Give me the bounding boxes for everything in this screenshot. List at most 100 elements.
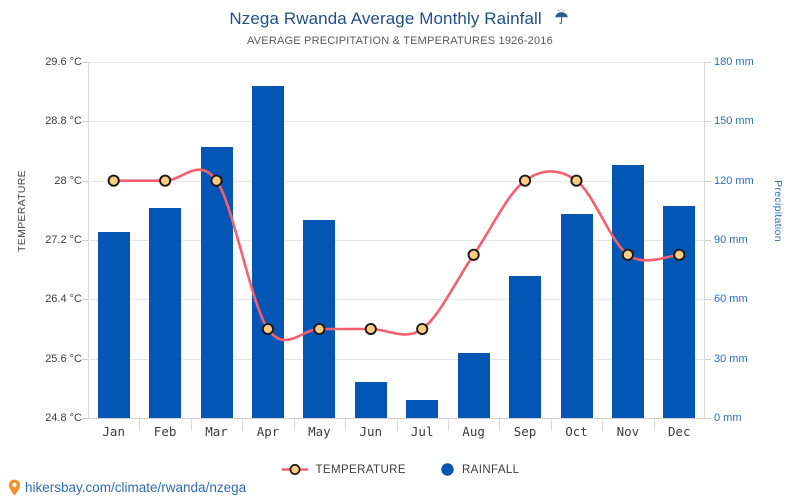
temperature-marker[interactable] [313, 322, 326, 336]
footer-url: hikersbay.com/climate/rwanda/nzega [25, 480, 247, 495]
footer-link[interactable]: hikersbay.com/climate/rwanda/nzega [8, 479, 246, 496]
right-axis-tick-mark [705, 62, 711, 63]
right-axis-tick-mark [705, 358, 711, 360]
rainfall-bar[interactable] [97, 232, 130, 418]
x-axis-separator [447, 418, 449, 430]
rainfall-bar[interactable] [611, 164, 644, 418]
gridline [88, 121, 705, 123]
left-axis-title: TEMPERATURE [16, 170, 28, 252]
legend-temperature-icon [281, 464, 308, 475]
right-axis-title: Precipitation [772, 180, 784, 242]
legend-rainfall-icon [441, 463, 454, 476]
temperature-marker[interactable] [416, 322, 429, 336]
temperature-marker[interactable] [159, 174, 172, 187]
x-axis-separator [550, 418, 552, 430]
chart-legend: TEMPERATURE RAINFALL [0, 462, 800, 477]
right-axis-tick-mark [705, 418, 711, 419]
right-axis-tick-label: 180 mm [714, 56, 754, 68]
rainfall-bar[interactable] [509, 275, 541, 418]
gridline [88, 358, 705, 360]
x-axis-separator [293, 418, 295, 430]
x-axis-separator [499, 418, 501, 430]
rainfall-bar[interactable] [406, 400, 439, 418]
page-subtitle: AVERAGE PRECIPITATION & TEMPERATURES 192… [247, 35, 553, 47]
plot-area [82, 62, 711, 430]
x-axis-separator [139, 418, 141, 430]
temperature-marker[interactable] [261, 322, 275, 336]
legend-temperature-label: TEMPERATURE [315, 463, 406, 476]
right-axis-tick-mark [705, 180, 711, 182]
rainfall-bar[interactable] [663, 206, 696, 418]
x-axis-label: Dec [668, 424, 691, 439]
gridline [88, 299, 705, 301]
rainfall-bar[interactable] [457, 352, 490, 418]
left-axis-tick-label: 24.8 °C [45, 412, 82, 424]
legend-item-temperature[interactable]: TEMPERATURE [281, 463, 406, 476]
right-axis-tick-mark [705, 299, 711, 301]
temperature-marker[interactable] [673, 248, 686, 261]
left-axis-tick-label: 26.4 °C [45, 293, 82, 306]
rainfall-bar[interactable] [303, 220, 336, 418]
x-axis-label: May [308, 424, 331, 439]
temperature-line [107, 168, 686, 342]
temperature-marker[interactable] [210, 174, 223, 187]
x-axis-separator [242, 418, 244, 430]
temperature-marker[interactable] [621, 248, 634, 261]
gridline [88, 240, 705, 241]
left-axis-tick-label: 28 °C [54, 174, 82, 187]
right-axis-tick-label: 60 mm [714, 293, 748, 306]
map-pin-icon [8, 479, 21, 496]
x-axis-separator [345, 418, 347, 430]
x-axis-label: Apr [256, 424, 280, 439]
x-axis-label: Jan [102, 424, 125, 439]
legend-rainfall-label: RAINFALL [461, 463, 520, 476]
left-axis-tick-mark [82, 62, 88, 63]
left-axis-tick-mark [82, 418, 88, 419]
x-axis-label: Nov [616, 424, 640, 439]
temperature-marker[interactable] [364, 322, 377, 336]
x-axis-separator [396, 418, 398, 430]
x-axis-label: Jul [410, 424, 434, 439]
left-axis-tick-label: 25.6 °C [45, 352, 82, 365]
rainfall-bar[interactable] [354, 382, 387, 418]
right-axis-tick-mark [705, 121, 711, 123]
left-axis-tick-mark [82, 358, 88, 360]
right-axis-tick-label: 150 mm [714, 115, 754, 128]
x-axis-separator [602, 418, 604, 430]
temperature-path [113, 168, 680, 342]
right-axis-tick-label: 0 mm [714, 412, 742, 424]
left-axis-tick-label: 28.8 °C [45, 115, 82, 128]
page-title-text: Nzega Rwanda Average Monthly Rainfall [229, 9, 542, 28]
temperature-marker[interactable] [518, 174, 532, 187]
x-axis-label: Feb [153, 424, 177, 439]
x-axis-label: Sep [513, 424, 537, 439]
rainfall-bar[interactable] [149, 208, 182, 418]
x-axis-separator [653, 418, 655, 430]
gridline [88, 180, 705, 182]
rainfall-bar[interactable] [200, 147, 233, 418]
temperature-marker[interactable] [570, 174, 583, 187]
x-axis-label: Aug [462, 424, 485, 439]
left-axis-tick-mark [82, 180, 88, 182]
x-axis-label: Mar [205, 424, 228, 439]
left-axis-tick-mark [82, 299, 88, 301]
temperature-marker[interactable] [107, 174, 120, 187]
x-axis-label: Jun [359, 424, 383, 439]
right-axis-tick-label: 120 mm [714, 174, 754, 187]
rainfall-bar[interactable] [560, 214, 593, 418]
left-axis-tick-label: 27.2 °C [45, 234, 82, 246]
right-axis-tick-label: 30 mm [714, 352, 748, 365]
legend-item-rainfall[interactable]: RAINFALL [440, 462, 520, 477]
left-axis-tick-label: 29.6 °C [45, 56, 82, 68]
x-axis-separator [190, 418, 192, 430]
right-axis-tick-mark [705, 240, 711, 241]
x-axis-label: Oct [565, 424, 588, 439]
left-axis-tick-mark [82, 240, 88, 241]
page-title: Nzega Rwanda Average Monthly Rainfall [0, 8, 800, 32]
temperature-marker[interactable] [467, 248, 480, 261]
left-axis-tick-mark [82, 121, 88, 123]
right-axis-tick-label: 90 mm [714, 234, 748, 246]
gridline [88, 62, 705, 63]
umbrella-rain-icon [552, 8, 571, 32]
rainfall-bar[interactable] [252, 85, 284, 418]
